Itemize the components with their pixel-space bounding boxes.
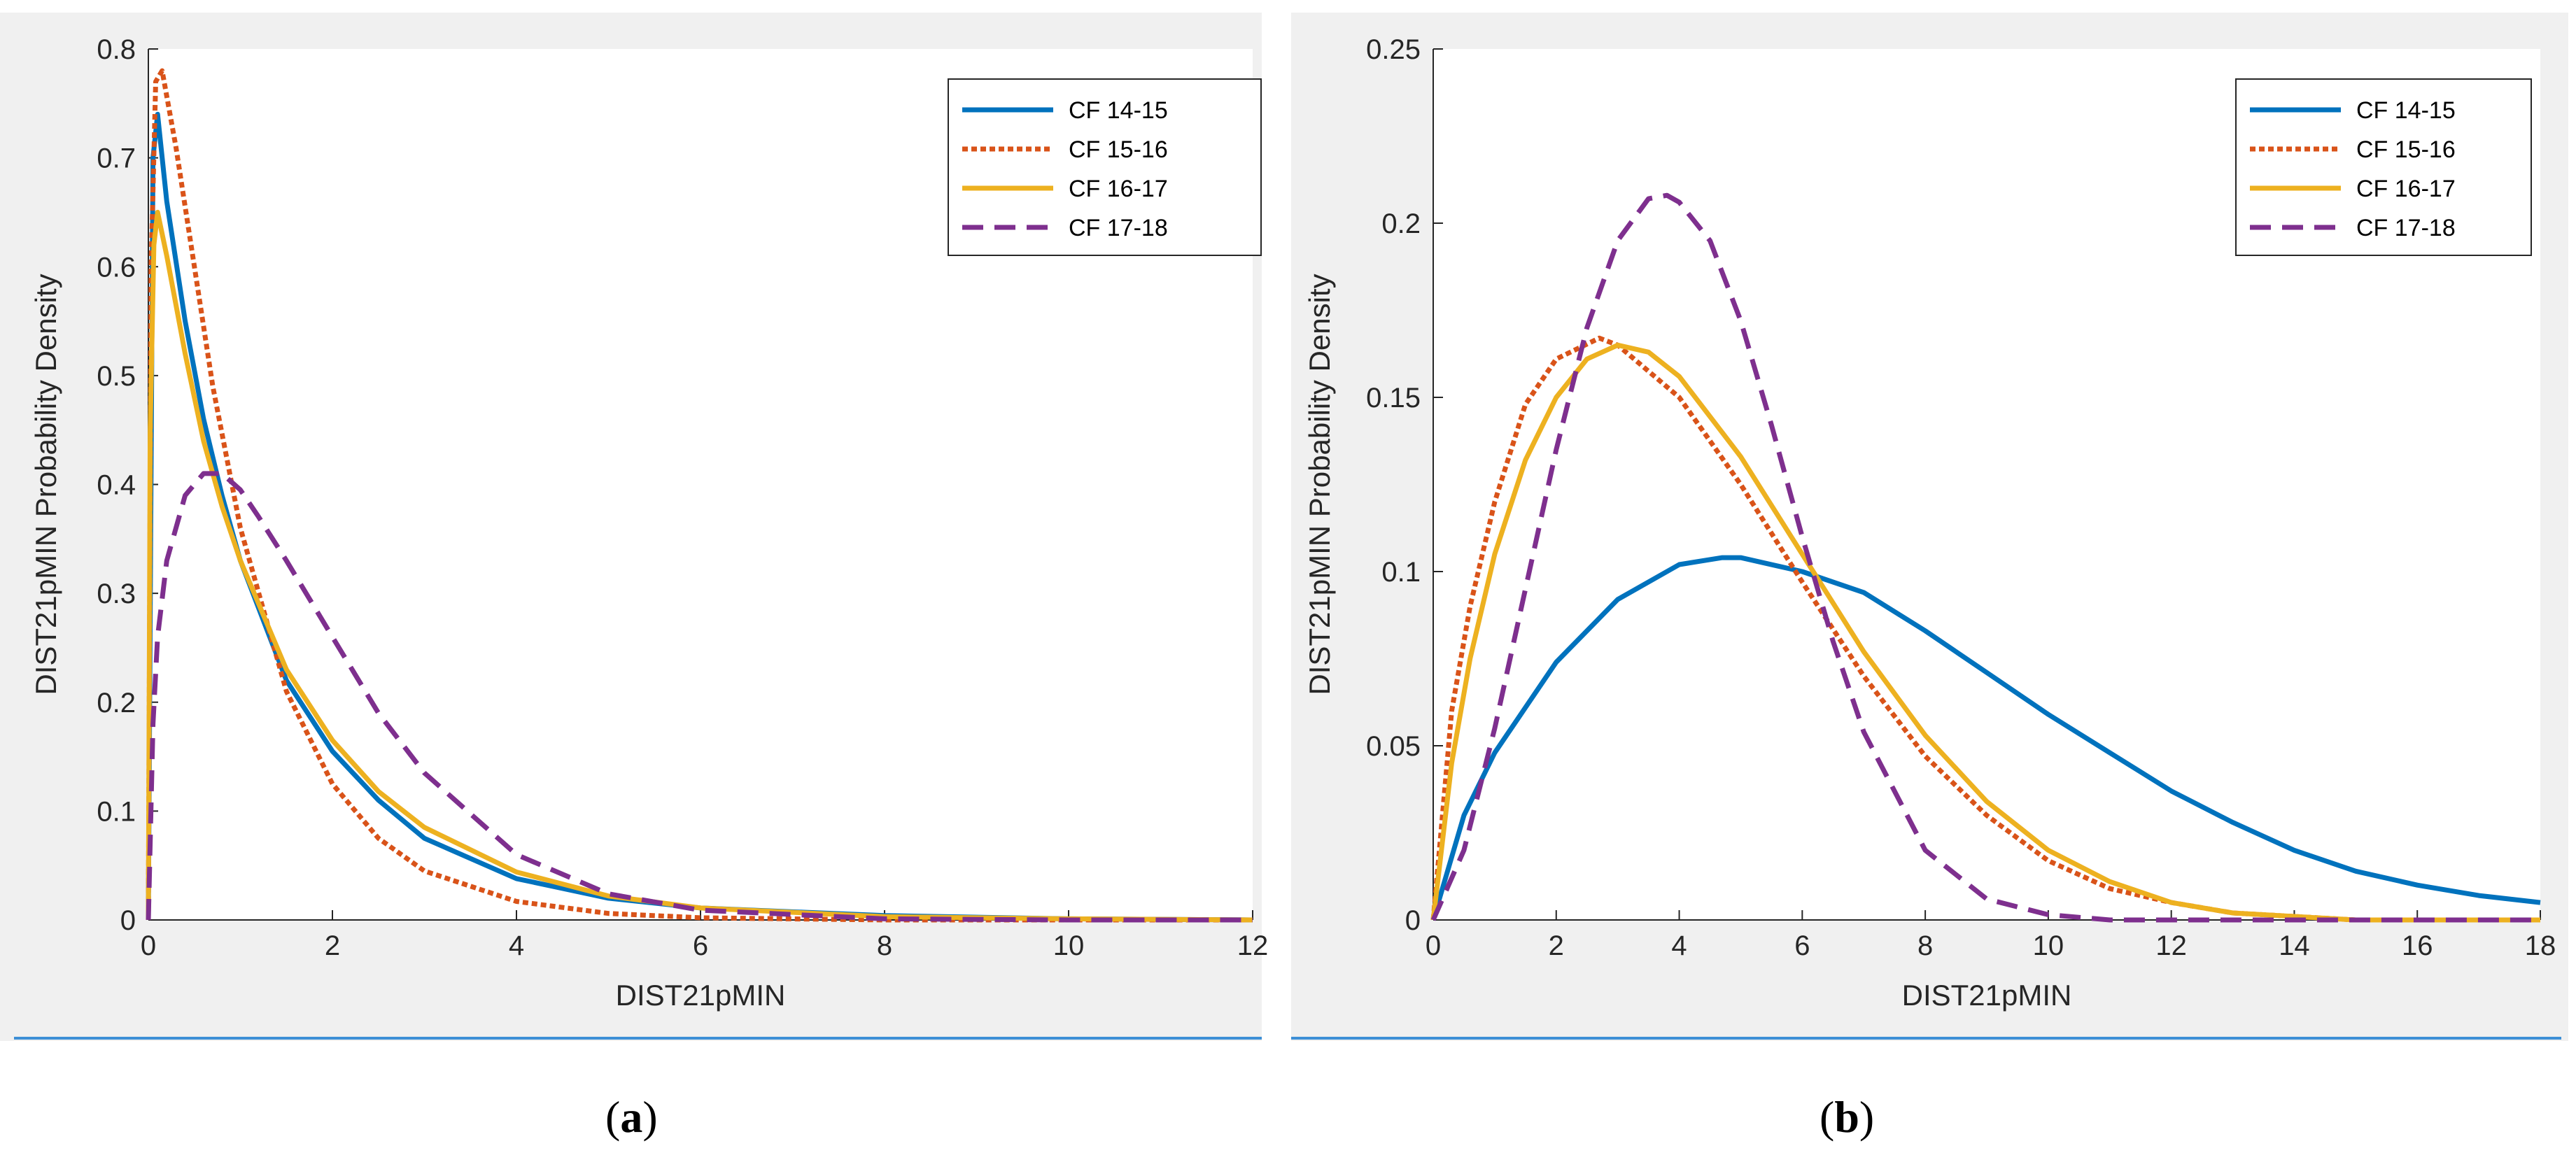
- caption-b: (b): [1820, 1092, 1875, 1142]
- chart-b-y-tick-label: 0: [1405, 905, 1421, 936]
- chart-b-x-tick-label: 12: [2155, 930, 2187, 961]
- chart-a-legend-label: CF 15-16: [1069, 136, 1168, 163]
- chart-b-x-tick-label: 0: [1426, 930, 1441, 961]
- chart-b-y-tick-label: 0.1: [1381, 557, 1421, 588]
- chart-a-legend-label: CF 14-15: [1069, 97, 1168, 124]
- chart-b-x-tick-label: 4: [1671, 930, 1687, 961]
- chart-a-y-tick-label: 0.7: [97, 143, 136, 174]
- caption-b-letter: b: [1834, 1092, 1859, 1142]
- chart-b-y-tick-label: 0.05: [1366, 731, 1421, 762]
- chart-b-y-tick-label: 0.2: [1381, 208, 1421, 239]
- chart-a-legend-label: CF 16-17: [1069, 176, 1168, 202]
- chart-a-series-line-cf-17-18: [146, 471, 1253, 923]
- chart-a-x-tick-label: 10: [1053, 930, 1085, 961]
- chart-a-y-tick-label: 0.4: [97, 470, 136, 501]
- chart-b-x-tick-label: 8: [1917, 930, 1933, 961]
- chart-a-y-tick-label: 0: [120, 905, 136, 936]
- chart-b-series-line-cf-15-16: [1430, 335, 2540, 923]
- chart-a-y-tick-label: 0.5: [97, 361, 136, 392]
- chart-a-y-tick-label: 0.2: [97, 688, 136, 718]
- chart-b-y-tick-label: 0.25: [1366, 34, 1421, 65]
- chart-b-x-tick-label: 6: [1794, 930, 1810, 961]
- chart-a-x-tick-label: 12: [1237, 930, 1269, 961]
- chart-a-x-tick-label: 8: [877, 930, 892, 961]
- chart-a-series-line-cf-15-16: [146, 68, 1253, 923]
- chart-a-legend-label: CF 17-18: [1069, 215, 1168, 241]
- chart-b-series-line-cf-16-17: [1430, 342, 2540, 923]
- chart-a-x-tick-label: 6: [693, 930, 708, 961]
- chart-a-y-axis-title: DIST21pMIN Probability Density: [29, 274, 62, 695]
- caption-a: (a): [605, 1092, 658, 1142]
- chart-b-x-axis-title: DIST21pMIN: [1902, 979, 2072, 1012]
- chart-a-x-axis-title: DIST21pMIN: [616, 979, 786, 1012]
- chart-b-legend-label: CF 17-18: [2356, 215, 2456, 241]
- chart-a-x-tick-label: 2: [325, 930, 340, 961]
- chart-b-legend-label: CF 15-16: [2356, 136, 2456, 163]
- chart-b-y-axis-title: DIST21pMIN Probability Density: [1303, 274, 1336, 695]
- chart-a-y-tick-label: 0.3: [97, 579, 136, 609]
- panel-a-bottom-rule: [14, 1037, 1262, 1040]
- chart-b-series-line-cf-17-18: [1430, 192, 2540, 923]
- chart-a-y-tick-label: 0.8: [97, 34, 136, 65]
- chart-a-x-tick-label: 0: [141, 930, 156, 961]
- chart-a-y-tick-label: 0.1: [97, 796, 136, 827]
- panel-b-bottom-rule: [1291, 1037, 2561, 1040]
- chart-b-legend-label: CF 14-15: [2356, 97, 2456, 124]
- chart-b-legend-label: CF 16-17: [2356, 176, 2456, 202]
- chart-b-x-tick-label: 14: [2279, 930, 2310, 961]
- chart-a-y-tick-label: 0.6: [97, 252, 136, 283]
- chart-a: 0 2 4 6 8 10 12 0 0.1 0.2 0.3 0.4 0.5 0.6 0.7 0.8 DIST21…: [29, 34, 1268, 1012]
- chart-b-x-tick-label: 16: [2402, 930, 2433, 961]
- chart-a-x-tick-label: 4: [509, 930, 524, 961]
- chart-b-x-tick-label: 18: [2525, 930, 2556, 961]
- chart-b-y-tick-label: 0.15: [1366, 383, 1421, 413]
- chart-b: 0 2 4 6 8 10 12 14 16 18 0 0.05 0.1 0.15 0.2 0.25 DIST21…: [1303, 34, 2556, 1012]
- chart-b-series-line-cf-14-15: [1430, 555, 2541, 921]
- chart-b-x-tick-label: 2: [1549, 930, 1564, 961]
- chart-b-x-tick-label: 10: [2033, 930, 2064, 961]
- chart-a-series-line-cf-16-17: [146, 209, 1253, 923]
- caption-a-letter: a: [620, 1092, 643, 1142]
